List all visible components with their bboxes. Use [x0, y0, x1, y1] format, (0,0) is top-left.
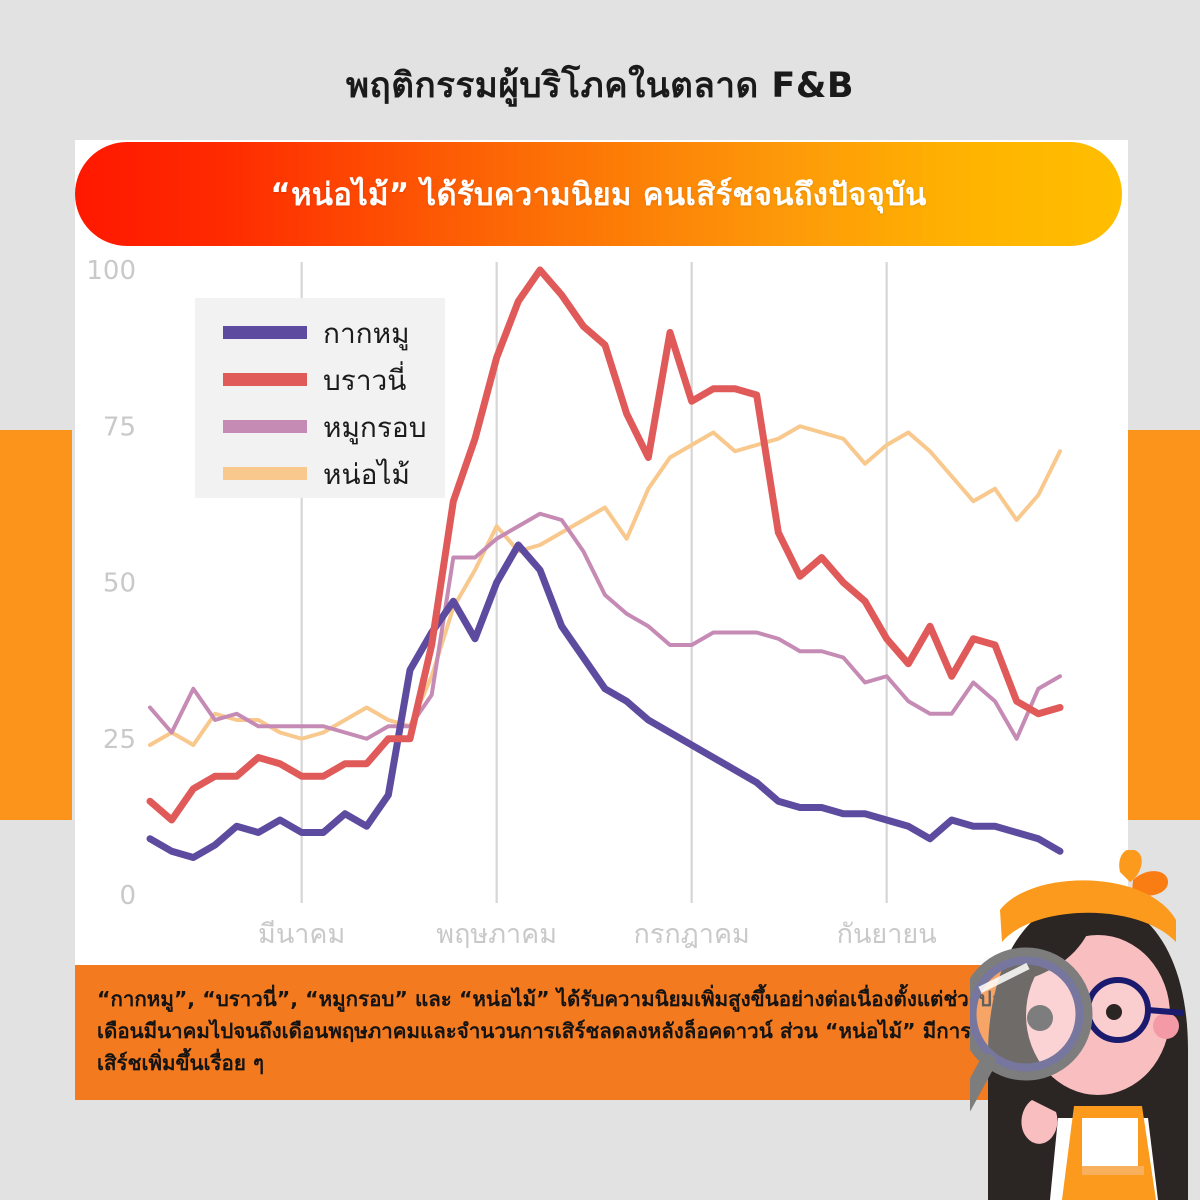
legend-swatch-2[interactable] — [223, 420, 307, 433]
x-tick-label: กันยายน — [837, 919, 937, 950]
caption-line-1: “กากหมู”, “บราวนี่”, “หมูกรอบ” และ “หน่อ… — [97, 987, 1028, 1011]
legend-label-0[interactable]: กากหมู — [323, 317, 410, 351]
series-line-1 — [146, 266, 1064, 824]
legend-swatch-0[interactable] — [223, 326, 307, 339]
legend-swatch-3[interactable] — [223, 467, 307, 480]
chart-svg: 0 25 50 75 100 มีนาคม พฤษภาคม กรกฎาคม กันยายน ก… — [86, 256, 1064, 950]
mascot-apron-stripe — [1082, 1166, 1144, 1175]
mascot-hand — [1021, 1100, 1058, 1144]
chart-y-axis-labels: 0 25 50 75 100 — [86, 256, 136, 911]
decorative-block-left — [0, 430, 72, 820]
y-tick-label: 50 — [103, 569, 136, 599]
mascot-glasses-icon — [1085, 977, 1185, 1043]
caption-box: “กากหมู”, “บราวนี่”, “หมูกรอบ” และ “หน่อ… — [75, 965, 1128, 1100]
content-card: “หน่อไม้” ได้รับความนิยม คนเสิร์ชจนถึงปั… — [75, 140, 1128, 1100]
x-tick-label: กรกฎาคม — [633, 919, 749, 950]
mascot-illustration — [970, 850, 1188, 1200]
mascot-cheek — [1153, 1013, 1179, 1039]
y-tick-label: 0 — [119, 881, 136, 911]
legend-label-3[interactable]: หน่อไม้ — [323, 458, 410, 491]
chart-x-axis-labels: มีนาคม พฤษภาคม กรกฎาคม กันยายน — [258, 919, 937, 950]
legend-label-1[interactable]: บราวนี่ — [323, 361, 406, 397]
series-line-3 — [148, 424, 1062, 747]
decorative-block-right — [1128, 430, 1200, 820]
y-tick-label: 25 — [103, 725, 136, 755]
headline-banner-text: “หน่อไม้” ได้รับความนิยม คนเสิร์ชจนถึงปั… — [270, 177, 927, 213]
legend-label-2[interactable]: หมูกรอบ — [323, 411, 427, 445]
caption-line-3: เสิร์ชเพิ่มขึ้นเรื่อย ๆ — [97, 1051, 264, 1075]
series-line-2 — [148, 511, 1062, 741]
line-chart: 0 25 50 75 100 มีนาคม พฤษภาคม กรกฎาคม กันยายน ก… — [75, 250, 1128, 950]
page-title: พฤติกรรมผู้บริโภคในตลาด F&B — [345, 66, 855, 106]
caption-line-2: เดือนมีนาคมไปจนถึงเดือนพฤษภาคมและจำนวนกา… — [97, 1019, 972, 1043]
x-tick-label: พฤษภาคม — [436, 919, 557, 950]
legend-swatch-1[interactable] — [223, 373, 307, 386]
mascot-leaf-icon — [1119, 850, 1168, 896]
magnifying-glass-icon — [970, 947, 1093, 1112]
y-tick-label: 75 — [103, 412, 136, 442]
mascot-headband-icon — [1000, 880, 1176, 942]
series-line-0 — [146, 541, 1064, 861]
chart-series-lines — [146, 266, 1064, 861]
headline-banner: “หน่อไม้” ได้รับความนิยม คนเสิร์ชจนถึงปั… — [75, 142, 1122, 246]
y-tick-label: 100 — [86, 256, 136, 286]
x-tick-label: มีนาคม — [258, 919, 345, 950]
mascot-apron-pocket — [1082, 1118, 1138, 1166]
